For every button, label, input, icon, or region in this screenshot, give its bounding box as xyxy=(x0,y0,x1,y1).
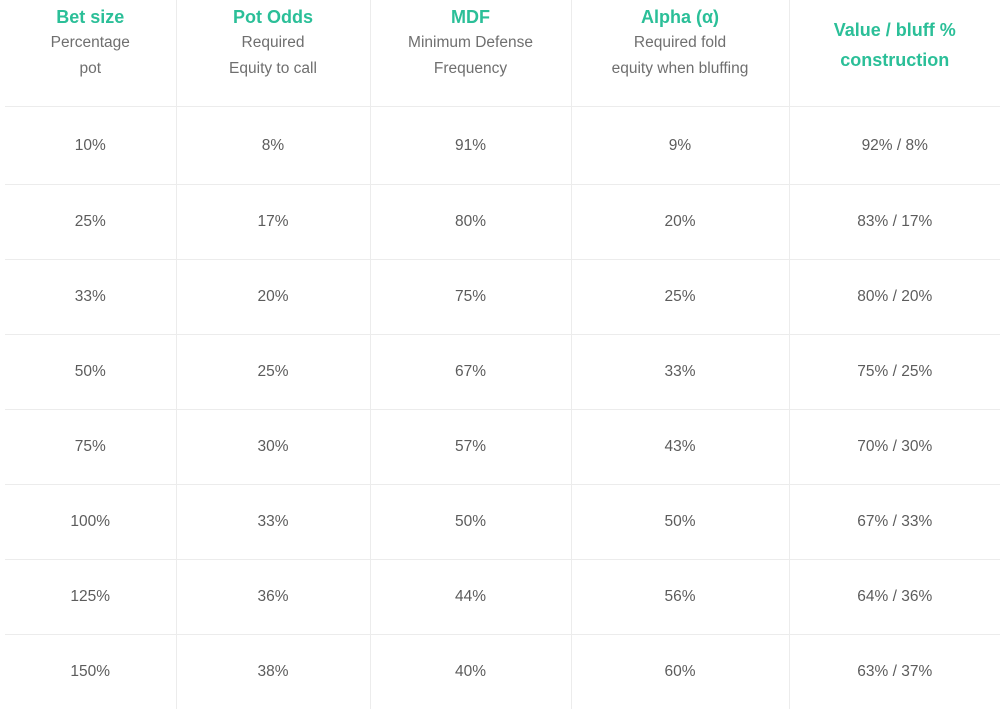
header-row: Bet size Percentage pot Pot Odds Require… xyxy=(5,0,1000,107)
cell-pot-odds: 38% xyxy=(176,635,370,709)
cell-bet-size: 125% xyxy=(5,560,176,635)
cell-pot-odds: 8% xyxy=(176,107,370,185)
cell-alpha: 25% xyxy=(571,260,789,335)
cell-value-bluff: 75% / 25% xyxy=(789,335,1000,410)
cell-bet-size: 33% xyxy=(5,260,176,335)
cell-mdf: 57% xyxy=(370,410,571,485)
cell-pot-odds: 33% xyxy=(176,485,370,560)
cell-value-bluff: 80% / 20% xyxy=(789,260,1000,335)
cell-mdf: 80% xyxy=(370,185,571,260)
cell-pot-odds: 20% xyxy=(176,260,370,335)
table-row: 10%8%91%9%92% / 8% xyxy=(5,107,1000,185)
cell-mdf: 67% xyxy=(370,335,571,410)
header-pot-odds: Pot Odds Required Equity to call xyxy=(176,0,370,107)
cell-alpha: 60% xyxy=(571,635,789,709)
header-subtitle: equity when bluffing xyxy=(572,56,789,82)
header-subtitle: Minimum Defense xyxy=(371,30,571,56)
cell-bet-size: 10% xyxy=(5,107,176,185)
cell-value-bluff: 92% / 8% xyxy=(789,107,1000,185)
cell-mdf: 44% xyxy=(370,560,571,635)
cell-value-bluff: 67% / 33% xyxy=(789,485,1000,560)
table-row: 125%36%44%56%64% / 36% xyxy=(5,560,1000,635)
table-row: 150%38%40%60%63% / 37% xyxy=(5,635,1000,709)
cell-bet-size: 100% xyxy=(5,485,176,560)
header-title: MDF xyxy=(371,6,571,28)
cell-alpha: 56% xyxy=(571,560,789,635)
cell-value-bluff: 64% / 36% xyxy=(789,560,1000,635)
header-alpha: Alpha (α) Required fold equity when bluf… xyxy=(571,0,789,107)
table-row: 75%30%57%43%70% / 30% xyxy=(5,410,1000,485)
table-header: Bet size Percentage pot Pot Odds Require… xyxy=(5,0,1000,107)
cell-value-bluff: 83% / 17% xyxy=(789,185,1000,260)
table-row: 100%33%50%50%67% / 33% xyxy=(5,485,1000,560)
header-value-bluff: Value / bluff % construction xyxy=(789,0,1000,107)
header-subtitle: Required fold xyxy=(572,30,789,56)
header-title: Value / bluff % xyxy=(790,6,1000,45)
cell-mdf: 91% xyxy=(370,107,571,185)
cell-bet-size: 150% xyxy=(5,635,176,709)
table-row: 50%25%67%33%75% / 25% xyxy=(5,335,1000,410)
header-subtitle: pot xyxy=(5,56,176,82)
cell-alpha: 33% xyxy=(571,335,789,410)
cell-bet-size: 25% xyxy=(5,185,176,260)
header-title: construction xyxy=(790,45,1000,75)
table-body: 10%8%91%9%92% / 8%25%17%80%20%83% / 17%3… xyxy=(5,107,1000,709)
cell-bet-size: 50% xyxy=(5,335,176,410)
header-title: Alpha (α) xyxy=(572,6,789,28)
cell-pot-odds: 17% xyxy=(176,185,370,260)
cell-pot-odds: 25% xyxy=(176,335,370,410)
header-subtitle: Percentage xyxy=(5,30,176,56)
cell-alpha: 43% xyxy=(571,410,789,485)
header-subtitle: Required xyxy=(177,30,370,56)
cell-bet-size: 75% xyxy=(5,410,176,485)
cell-value-bluff: 70% / 30% xyxy=(789,410,1000,485)
cell-value-bluff: 63% / 37% xyxy=(789,635,1000,709)
cell-mdf: 75% xyxy=(370,260,571,335)
header-mdf: MDF Minimum Defense Frequency xyxy=(370,0,571,107)
cell-mdf: 40% xyxy=(370,635,571,709)
poker-bet-sizing-table: Bet size Percentage pot Pot Odds Require… xyxy=(5,0,1000,709)
header-title: Pot Odds xyxy=(177,6,370,28)
cell-pot-odds: 36% xyxy=(176,560,370,635)
cell-alpha: 9% xyxy=(571,107,789,185)
cell-alpha: 20% xyxy=(571,185,789,260)
header-bet-size: Bet size Percentage pot xyxy=(5,0,176,107)
table-row: 33%20%75%25%80% / 20% xyxy=(5,260,1000,335)
cell-pot-odds: 30% xyxy=(176,410,370,485)
header-subtitle: Equity to call xyxy=(177,56,370,82)
header-subtitle: Frequency xyxy=(371,56,571,82)
table-row: 25%17%80%20%83% / 17% xyxy=(5,185,1000,260)
header-title: Bet size xyxy=(5,6,176,28)
cell-mdf: 50% xyxy=(370,485,571,560)
cell-alpha: 50% xyxy=(571,485,789,560)
